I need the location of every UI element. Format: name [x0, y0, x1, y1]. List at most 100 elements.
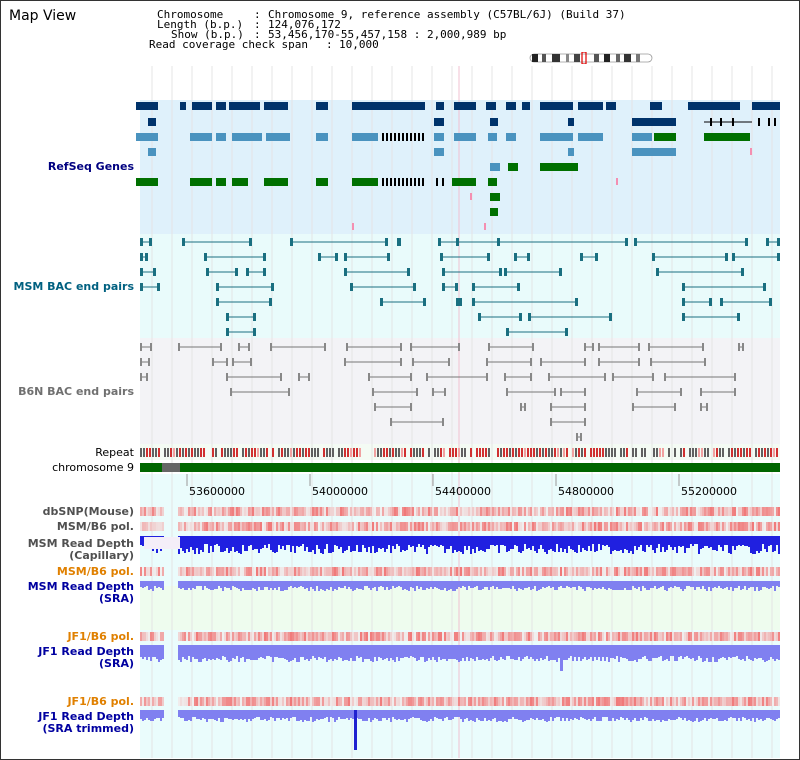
msm-b6-pol-bar — [652, 522, 654, 531]
msm-sra-depth — [448, 581, 450, 590]
msm-sra-depth — [698, 581, 700, 587]
jf1-b6-pol2-bar — [334, 697, 336, 706]
label-jf1-b6-pol-2[interactable]: JF1/B6 pol. — [67, 695, 134, 708]
msm-b6-pol-bar — [632, 522, 634, 531]
msm-b6-pol-bar — [272, 522, 274, 531]
jf1-b6-pol2-bar — [718, 697, 720, 706]
dbsnp-bar — [720, 507, 722, 516]
jf1-sra-depth — [466, 645, 468, 657]
msm-b6-pol2-bar — [674, 567, 676, 576]
jf1-sra-depth — [692, 645, 694, 658]
jf1-trim-depth — [420, 710, 422, 720]
jf1-sra-depth — [352, 645, 354, 661]
msm-b6-pol2-bar — [284, 567, 286, 576]
msm-sra-depth — [512, 581, 514, 586]
jf1-b6-pol2-bar — [740, 697, 742, 706]
jf1-b6-pol-bar — [746, 632, 748, 641]
dbsnp-bar — [276, 507, 278, 516]
label-msm-read-depth-capillary[interactable]: MSM Read Depth (Capillary) — [27, 537, 134, 562]
msm-b6-pol-bar — [556, 522, 558, 531]
jf1-b6-pol2-bar — [366, 697, 368, 706]
msm-b6-pol2-bar — [364, 567, 366, 576]
jf1-b6-pol2-bar — [150, 697, 152, 706]
gene-exon-small — [390, 133, 392, 141]
jf1-trim-depth — [772, 710, 774, 720]
msm-capillary-depth — [510, 536, 512, 549]
label-jf1-read-depth-sra-trimmed[interactable]: JF1 Read Depth (SRA trimmed) — [38, 710, 134, 735]
msm-capillary-depth — [628, 536, 630, 553]
msm-b6-pol-bar — [300, 522, 302, 531]
jf1-b6-pol2-bar — [374, 697, 376, 706]
msm-bac-track[interactable] — [140, 238, 780, 336]
msm-b6-pol2-bar — [762, 567, 764, 576]
label-jf1-b6-pol[interactable]: JF1/B6 pol. — [67, 630, 134, 643]
jf1-b6-pol2-bar — [140, 697, 142, 706]
jf1-sra-depth — [608, 645, 610, 662]
label-b6n-bac-end-pairs[interactable]: B6N BAC end pairs — [18, 385, 134, 398]
label-refseq-genes[interactable]: RefSeq Genes — [47, 160, 134, 173]
repeat-element — [290, 448, 292, 457]
label-msm-b6-pol-2[interactable]: MSM/B6 pol. — [56, 565, 134, 578]
jf1-trim-depth — [518, 710, 520, 720]
jf1-b6-pol-bar — [362, 632, 364, 641]
b6n-end — [674, 403, 676, 411]
bac-end — [423, 298, 426, 306]
jf1-b6-pol-bar — [586, 632, 588, 641]
label-dbsnp[interactable]: dbSNP(Mouse) — [42, 505, 134, 518]
label-msm-bac-end-pairs[interactable]: MSM BAC end pairs — [13, 280, 134, 293]
repeat-element — [155, 448, 157, 457]
jf1-b6-pol-bar — [234, 632, 236, 641]
jf1-b6-pol2-bar — [380, 697, 382, 706]
msm-capillary-depth — [184, 536, 186, 553]
repeat-element — [140, 448, 142, 457]
b6n-bac-track[interactable] — [140, 343, 744, 441]
jf1-b6-pol-bar — [744, 632, 746, 641]
dbsnp-bar — [198, 507, 200, 516]
refseq-gene-track[interactable] — [136, 102, 780, 230]
bac-end — [720, 298, 723, 306]
msm-sra-depth — [416, 581, 418, 586]
dbsnp-bar — [692, 507, 694, 516]
dbsnp-bar — [468, 507, 470, 516]
repeat-element — [422, 448, 424, 457]
chromosome-ideogram[interactable] — [528, 52, 656, 64]
msm-b6-pol-bar — [772, 522, 774, 531]
label-msm-b6-pol[interactable]: MSM/B6 pol. — [56, 520, 134, 533]
msm-capillary-depth — [344, 536, 346, 551]
repeat-element — [614, 448, 616, 457]
label-msm-read-depth-sra[interactable]: MSM Read Depth (SRA) — [27, 580, 134, 605]
dbsnp-bar — [512, 507, 514, 516]
jf1-sra-depth — [450, 645, 452, 659]
dbsnp-bar — [254, 507, 256, 516]
msm-capillary-depth — [140, 536, 142, 545]
jf1-b6-pol-bar — [480, 632, 482, 641]
label-jf1-read-depth-sra[interactable]: JF1 Read Depth (SRA) — [38, 645, 134, 670]
msm-capillary-depth — [414, 536, 416, 552]
msm-b6-pol2-bar — [730, 567, 732, 576]
msm-sra-depth — [722, 581, 724, 589]
msm-b6-pol-bar — [538, 522, 540, 531]
msm-sra-depth — [220, 581, 222, 588]
jf1-b6-pol2-bar — [210, 697, 212, 706]
jf1-b6-pol2-bar — [290, 697, 292, 706]
jf1-b6-pol-bar — [444, 632, 446, 641]
msm-sra-depth — [716, 581, 718, 588]
gene-exon — [454, 133, 476, 141]
msm-b6-pol2-bar — [454, 567, 456, 576]
jf1-sra-depth — [744, 645, 746, 661]
msm-capillary-depth — [400, 536, 402, 552]
bac-end — [344, 268, 347, 276]
msm-b6-pol-bar — [404, 522, 406, 531]
msm-b6-pol-bar — [390, 522, 392, 531]
msm-capillary-depth — [730, 536, 732, 554]
msm-sra-depth — [620, 581, 622, 590]
dbsnp-bar — [694, 507, 696, 516]
msm-b6-pol-bar — [762, 522, 764, 531]
dbsnp-bar — [486, 507, 488, 516]
dbsnp-bar — [716, 507, 718, 516]
repeat-element — [299, 448, 301, 457]
dbsnp-bar — [438, 507, 440, 516]
jf1-sra-depth — [230, 645, 232, 661]
jf1-b6-pol2-bar — [480, 697, 482, 706]
